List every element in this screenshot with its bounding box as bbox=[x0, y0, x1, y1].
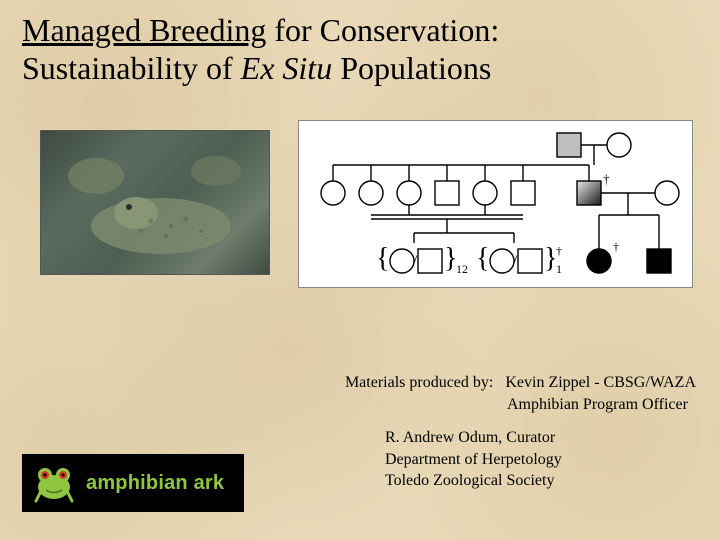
svg-text:†: † bbox=[556, 244, 562, 258]
logo-text: amphibian ark bbox=[86, 472, 224, 495]
author1-name: Kevin Zippel - CBSG/WAZA bbox=[505, 374, 696, 391]
svg-text:{: { bbox=[376, 243, 389, 274]
credits-block: Materials produced by: Kevin Zippel - CB… bbox=[345, 372, 696, 492]
title-part2: for Conservation: bbox=[266, 12, 499, 48]
svg-text:†: † bbox=[603, 171, 610, 186]
author2-line1: R. Andrew Odum, Curator bbox=[385, 427, 696, 449]
frog-icon bbox=[32, 463, 76, 503]
svg-text:/: / bbox=[513, 253, 518, 270]
title-underlined: Managed Breeding bbox=[22, 12, 266, 48]
author2-line3: Toledo Zoological Society bbox=[385, 470, 696, 492]
amphibian-photo bbox=[40, 130, 270, 275]
svg-text:{: { bbox=[476, 243, 489, 274]
svg-text:12: 12 bbox=[456, 262, 468, 276]
credits-label: Materials produced by: bbox=[345, 372, 493, 394]
title-italic: Ex Situ bbox=[241, 50, 333, 86]
title-part5: Populations bbox=[332, 50, 491, 86]
svg-text:1: 1 bbox=[556, 262, 562, 276]
svg-text:†: † bbox=[613, 240, 619, 254]
amphibian-ark-logo: amphibian ark bbox=[22, 454, 244, 512]
title-part3: Sustainability of bbox=[22, 50, 241, 86]
slide-title: Managed Breeding for Conservation: Susta… bbox=[22, 12, 698, 88]
author1-title: Amphibian Program Officer bbox=[345, 394, 696, 416]
pedigree-diagram: †{/}12{/}1†† bbox=[298, 120, 693, 288]
svg-text:/: / bbox=[413, 253, 418, 270]
author2-line2: Department of Herpetology bbox=[385, 449, 696, 471]
